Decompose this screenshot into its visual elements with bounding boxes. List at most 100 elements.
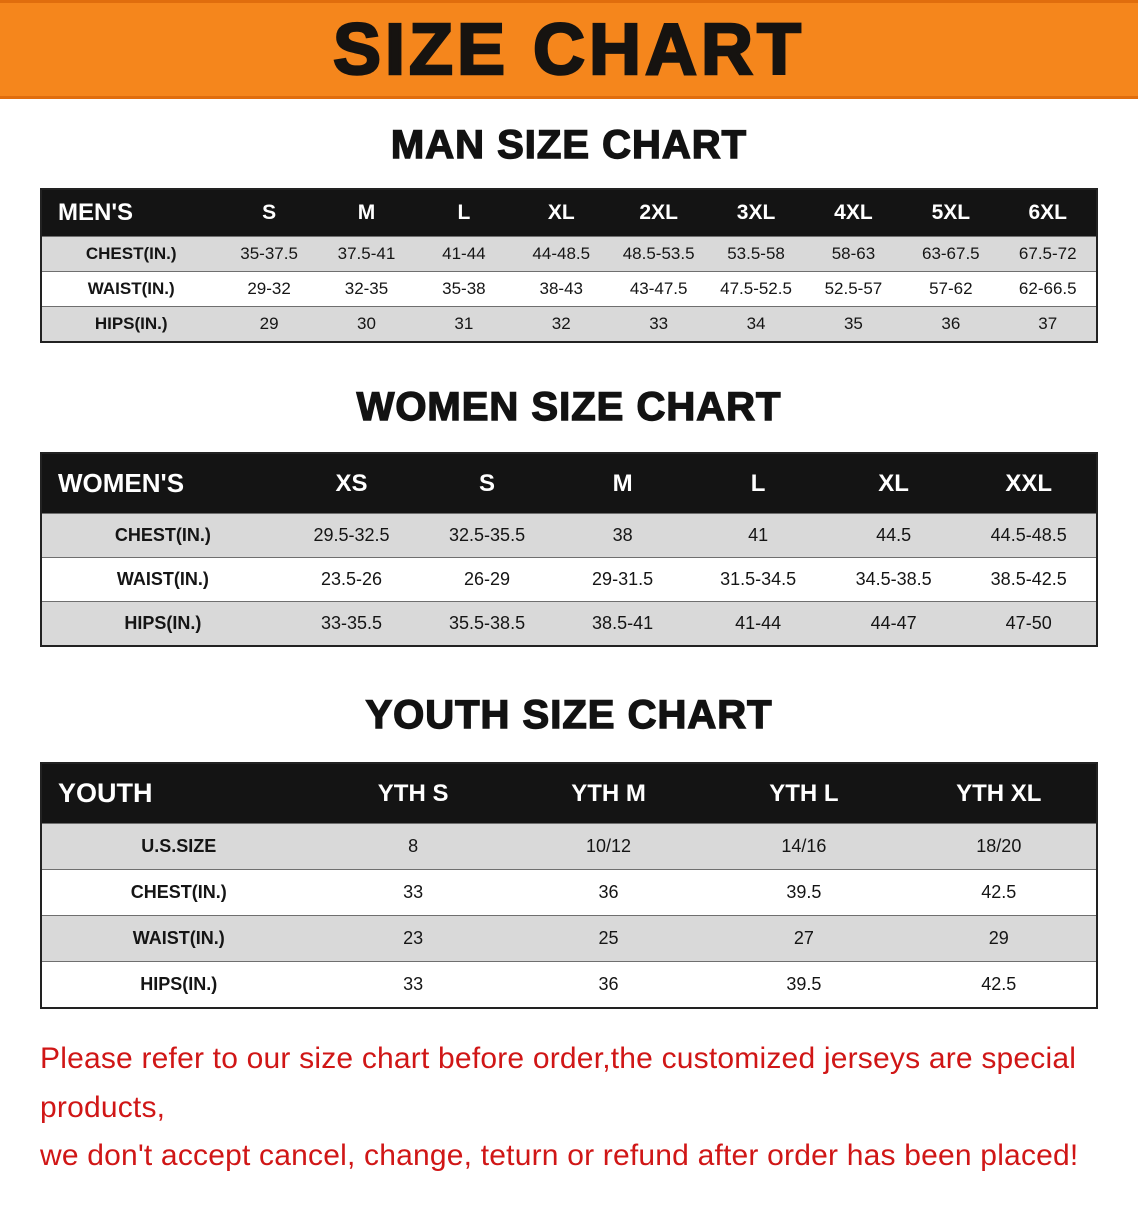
size-value: 63-67.5 xyxy=(902,236,1000,272)
size-value: 27 xyxy=(706,915,902,962)
size-value: 32 xyxy=(512,306,610,342)
size-value: 67.5-72 xyxy=(999,236,1097,272)
size-value: 33-35.5 xyxy=(283,601,420,646)
youth-size-section: YOUTH SIZE CHART YOUTH YTH S YTH M YTH L YTH… xyxy=(0,647,1138,1009)
size-column-header: XL xyxy=(825,453,962,514)
table-row: CHEST(IN.) 33 36 39.5 42.5 xyxy=(41,869,1097,916)
size-value: 25 xyxy=(510,915,707,962)
size-value: 44.5-48.5 xyxy=(961,513,1097,558)
table-title-cell: YOUTH xyxy=(41,763,316,824)
size-column-header: L xyxy=(415,189,513,237)
size-column-header: M xyxy=(554,453,691,514)
size-column-header: XL xyxy=(512,189,610,237)
size-column-header: 2XL xyxy=(609,189,708,237)
table-row: WAIST(IN.) 23 25 27 29 xyxy=(41,915,1097,962)
notice-line-1: Please refer to our size chart before or… xyxy=(40,1042,1077,1124)
size-value: 47.5-52.5 xyxy=(707,271,805,307)
size-value: 42.5 xyxy=(901,869,1097,916)
size-value: 36 xyxy=(510,961,707,1008)
size-value: 38-43 xyxy=(512,271,610,307)
men-size-table: MEN'S S M L XL 2XL 3XL 4XL 5XL 6XL CHEST(IN.) 35-37… xyxy=(40,188,1098,343)
size-value: 36 xyxy=(902,306,1000,342)
youth-size-table: YOUTH YTH S YTH M YTH L YTH XL U.S.SIZE 8 10/12… xyxy=(40,762,1098,1009)
row-label: HIPS(IN.) xyxy=(41,306,221,342)
size-value: 34 xyxy=(707,306,805,342)
row-label: U.S.SIZE xyxy=(41,823,316,870)
size-value: 29-32 xyxy=(220,271,318,307)
size-value: 41-44 xyxy=(690,601,826,646)
size-value: 33 xyxy=(315,869,511,916)
row-label: WAIST(IN.) xyxy=(41,915,316,962)
size-value: 53.5-58 xyxy=(707,236,805,272)
size-column-header: 3XL xyxy=(707,189,805,237)
size-value: 38.5-41 xyxy=(554,601,691,646)
size-value: 35 xyxy=(804,306,903,342)
size-value: 35-38 xyxy=(415,271,513,307)
size-value: 32.5-35.5 xyxy=(419,513,555,558)
size-value: 29 xyxy=(220,306,318,342)
size-column-header: YTH M xyxy=(510,763,707,824)
size-value: 58-63 xyxy=(804,236,903,272)
size-value: 44-48.5 xyxy=(512,236,610,272)
size-column-header: 4XL xyxy=(804,189,903,237)
size-value: 23 xyxy=(315,915,511,962)
size-value: 34.5-38.5 xyxy=(825,557,962,602)
size-value: 18/20 xyxy=(901,823,1097,870)
women-size-section: WOMEN SIZE CHART WOMEN'S XS S M L XL XXL CHEST(… xyxy=(0,343,1138,647)
size-value: 37 xyxy=(999,306,1097,342)
size-column-header: S xyxy=(220,189,318,237)
size-value: 47-50 xyxy=(961,601,1097,646)
table-row: HIPS(IN.) 33-35.5 35.5-38.5 38.5-41 41-44 44-… xyxy=(41,601,1097,646)
size-value: 29 xyxy=(901,915,1097,962)
row-label: CHEST(IN.) xyxy=(41,869,316,916)
men-section-heading: MAN SIZE CHART xyxy=(390,122,748,167)
size-column-header: L xyxy=(690,453,826,514)
table-header-row: WOMEN'S XS S M L XL XXL xyxy=(41,453,1097,514)
size-column-header: M xyxy=(317,189,416,237)
table-header-row: YOUTH YTH S YTH M YTH L YTH XL xyxy=(41,763,1097,824)
men-size-section: MAN SIZE CHART MEN'S S M L XL 2XL 3XL 4XL 5XL 6XL… xyxy=(0,99,1138,343)
size-value: 43-47.5 xyxy=(609,271,708,307)
size-column-header: XXL xyxy=(961,453,1097,514)
table-row: HIPS(IN.) 33 36 39.5 42.5 xyxy=(41,961,1097,1008)
table-row: CHEST(IN.) 35-37.5 37.5-41 41-44 44-48.5 48.5… xyxy=(41,236,1097,272)
row-label: CHEST(IN.) xyxy=(41,236,221,272)
size-value: 10/12 xyxy=(510,823,707,870)
row-label: WAIST(IN.) xyxy=(41,557,284,602)
size-value: 38 xyxy=(554,513,691,558)
row-label: WAIST(IN.) xyxy=(41,271,221,307)
size-value: 41 xyxy=(690,513,826,558)
size-value: 8 xyxy=(315,823,511,870)
size-value: 41-44 xyxy=(415,236,513,272)
size-value: 39.5 xyxy=(706,961,902,1008)
table-row: WAIST(IN.) 29-32 32-35 35-38 38-43 43-47.5 47.… xyxy=(41,271,1097,307)
size-value: 29.5-32.5 xyxy=(283,513,420,558)
size-value: 38.5-42.5 xyxy=(961,557,1097,602)
table-row: U.S.SIZE 8 10/12 14/16 18/20 xyxy=(41,823,1097,870)
size-value: 30 xyxy=(317,306,416,342)
size-column-header: 5XL xyxy=(902,189,1000,237)
size-column-header: S xyxy=(419,453,555,514)
size-value: 35.5-38.5 xyxy=(419,601,555,646)
page-title: SIZE CHART xyxy=(332,8,805,91)
women-section-heading: WOMEN SIZE CHART xyxy=(356,384,782,429)
size-value: 29-31.5 xyxy=(554,557,691,602)
size-value: 44-47 xyxy=(825,601,962,646)
table-header-row: MEN'S S M L XL 2XL 3XL 4XL 5XL 6XL xyxy=(41,189,1097,237)
table-title-cell: WOMEN'S xyxy=(41,453,284,514)
size-value: 32-35 xyxy=(317,271,416,307)
size-value: 48.5-53.5 xyxy=(609,236,708,272)
order-notice: Please refer to our size chart before or… xyxy=(0,1009,1138,1211)
size-value: 52.5-57 xyxy=(804,271,903,307)
row-label: CHEST(IN.) xyxy=(41,513,284,558)
women-size-table: WOMEN'S XS S M L XL XXL CHEST(IN.) 29.5-32.5 32.5… xyxy=(40,452,1098,647)
size-column-header: XS xyxy=(283,453,420,514)
notice-line-2: we don't accept cancel, change, teturn o… xyxy=(40,1139,1079,1173)
size-value: 44.5 xyxy=(825,513,962,558)
row-label: HIPS(IN.) xyxy=(41,601,284,646)
size-value: 14/16 xyxy=(706,823,902,870)
size-value: 26-29 xyxy=(419,557,555,602)
size-value: 23.5-26 xyxy=(283,557,420,602)
row-label: HIPS(IN.) xyxy=(41,961,316,1008)
